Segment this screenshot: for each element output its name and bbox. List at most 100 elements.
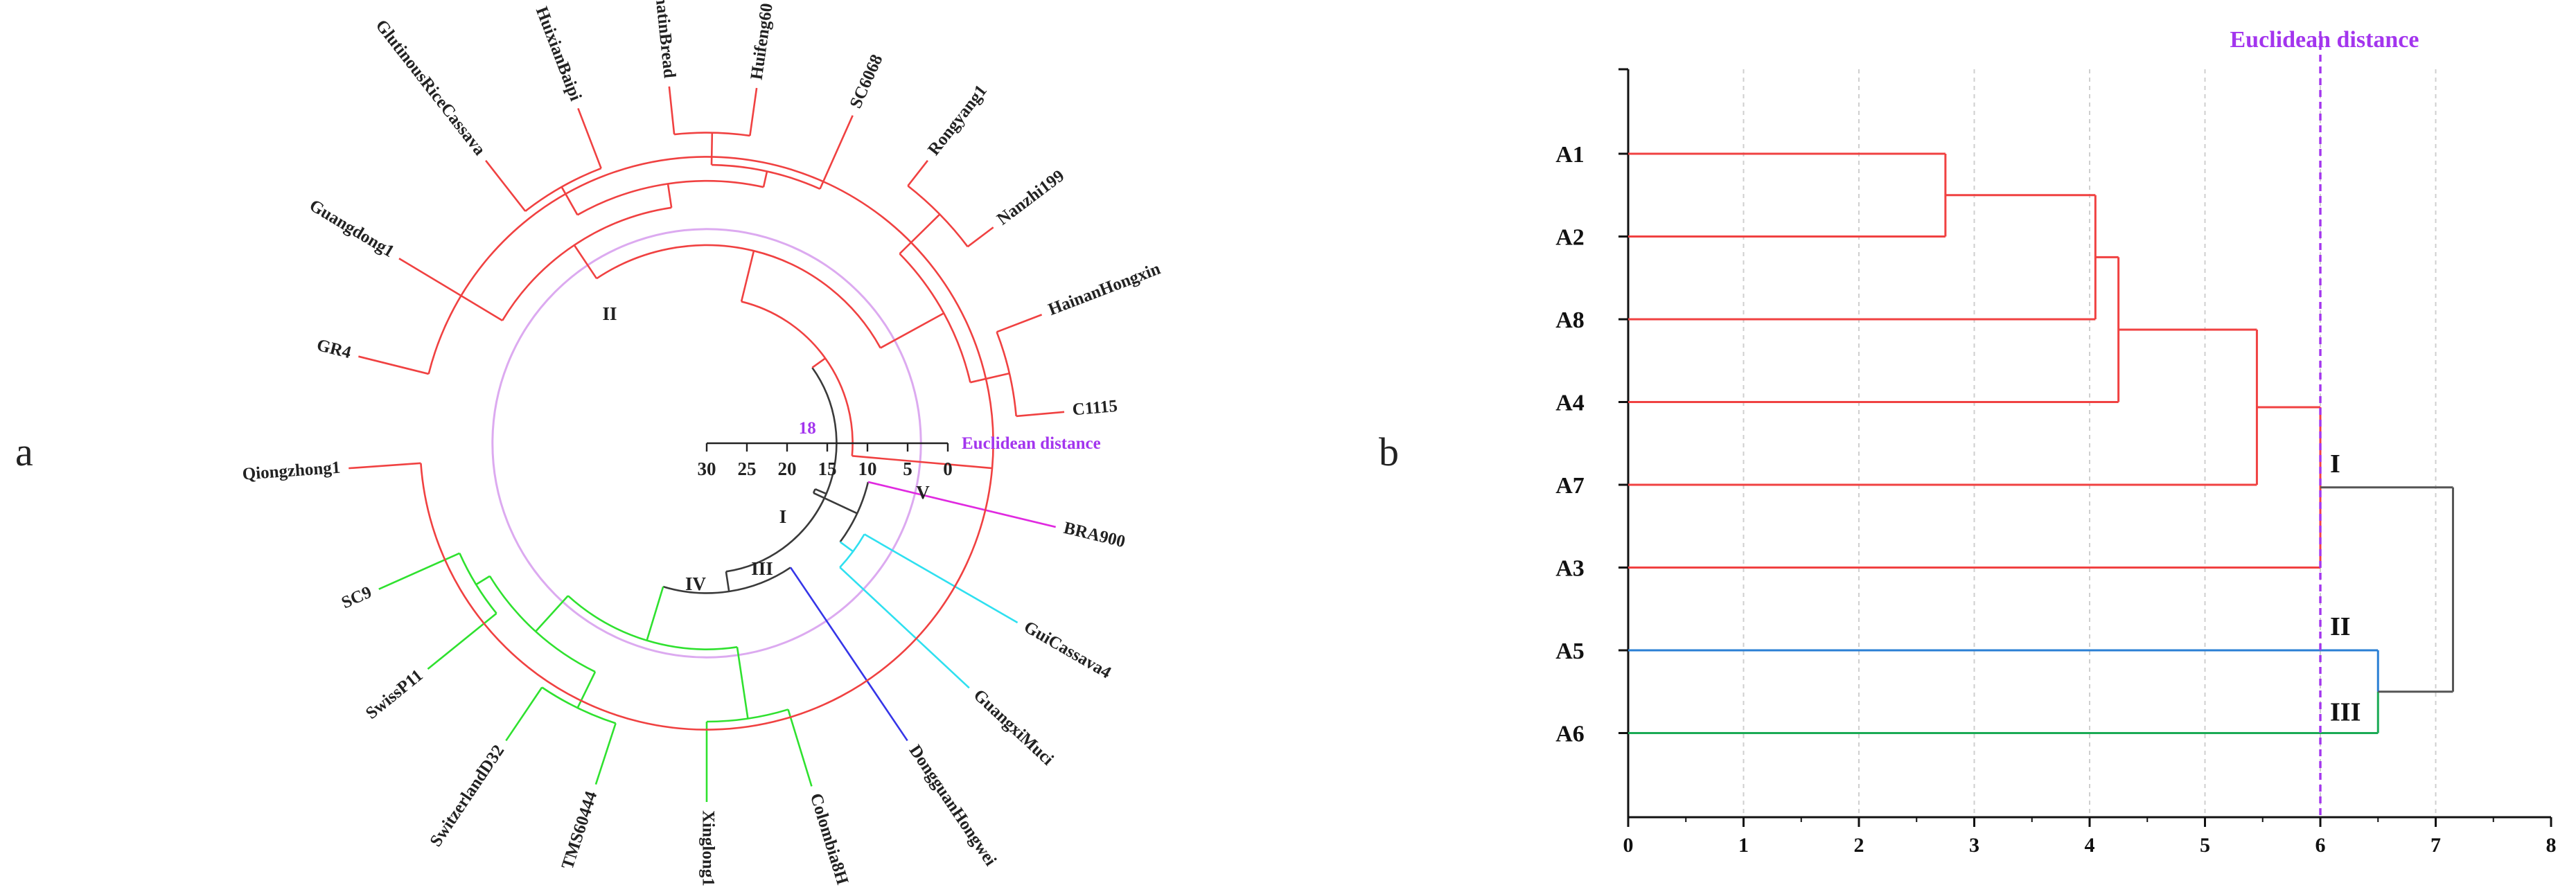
leaf-label-SwitzerlandD32: SwitzerlandD32 <box>426 742 508 850</box>
branch-node-16 <box>573 244 598 279</box>
branch-node-17 <box>667 184 673 208</box>
cluster-label-III: III <box>2330 698 2361 727</box>
x-axis-tick-label-7: 7 <box>2431 834 2441 857</box>
branch-node-12 <box>740 250 755 302</box>
leaf-label-HainanHongxin: HainanHongxin <box>1046 260 1163 319</box>
branch-arc-19 <box>711 163 821 190</box>
branch-node-6 <box>736 647 749 719</box>
leaf-label-SC9: SC9 <box>339 583 375 613</box>
leaf-label-A2: A2 <box>1555 225 1585 251</box>
branch-node-3 <box>815 488 827 495</box>
branch-SC9 <box>378 552 460 590</box>
branch-GlutinousRiceCassava <box>485 160 527 212</box>
clade-label-I: I <box>779 506 787 527</box>
branch-node-9 <box>475 575 491 586</box>
distance-axis-tick-label-15: 15 <box>818 458 837 479</box>
branch-C1115 <box>1016 411 1065 418</box>
distance-axis-label: Euclidean distance <box>962 434 1101 453</box>
branch-arc-6 <box>567 595 738 650</box>
leaf-label-HuixianBaipi: HuixianBaipi <box>532 4 585 103</box>
leaf-label-SwissP11: SwissP11 <box>362 666 427 723</box>
branch-node-10 <box>811 357 826 368</box>
chart-title: Euclidean distance <box>2230 27 2419 53</box>
branch-node-11 <box>852 455 993 470</box>
x-axis-tick-label-8: 8 <box>2546 834 2557 857</box>
leaf-label-GuiCassava4: GuiCassava4 <box>1021 618 1114 683</box>
branch-arc-20 <box>673 132 750 137</box>
branch-Guangdong1 <box>398 258 503 321</box>
leaf-label-A8: A8 <box>1555 307 1585 333</box>
branch-arc-15 <box>996 331 1017 417</box>
leaf-label-A3: A3 <box>1555 556 1585 582</box>
rectangular-dendrogram: 0 1 2 3 4 5 6 7 8 A1 A2 A8 A4 A7 A3 A5 A6 Euclidean dista… <box>1555 27 2556 857</box>
branch-arc-7 <box>706 708 788 723</box>
clade-label-III: III <box>751 558 773 579</box>
leaf-label-SC6068: SC6068 <box>847 52 887 112</box>
leaf-label-A4: A4 <box>1555 391 1585 416</box>
distance-axis-tick-label-10: 10 <box>858 458 877 479</box>
branch-DongguanHongwei <box>789 567 908 742</box>
leaf-label-GuangxiMuci: GuangxiMuci <box>970 686 1057 769</box>
branch-arc-11 <box>741 301 854 456</box>
branch-Colombia8H <box>787 709 813 787</box>
branch-Huifeng60 <box>749 87 758 136</box>
branch-Qiongzhong1 <box>349 462 421 470</box>
distance-axis-tick-label-0: 0 <box>943 458 953 479</box>
leaf-label-A1: A1 <box>1555 142 1585 168</box>
cluster-label-I: I <box>2330 449 2340 479</box>
leaf-label-A5: A5 <box>1555 639 1585 664</box>
branch-node-18 <box>762 171 768 188</box>
leaf-label-Nanzhi199: Nanzhi199 <box>994 166 1068 229</box>
branch-arc-4 <box>725 367 838 573</box>
leaf-label-A7: A7 <box>1555 473 1585 499</box>
leaf-label-C1115: C1115 <box>1072 397 1118 420</box>
leaf-label-GR4: GR4 <box>315 336 353 362</box>
branch-GR4 <box>358 355 430 375</box>
branch-arc-8 <box>488 576 596 673</box>
branch-GuiCassava4 <box>863 533 1018 624</box>
branch-Nanzhi199 <box>967 226 994 248</box>
distance-axis-tick-label-5: 5 <box>903 458 912 479</box>
x-axis-tick-label-5: 5 <box>2200 834 2210 857</box>
branch-arc-10 <box>459 553 497 614</box>
panel-label-a: a <box>15 429 33 474</box>
branch-ShatinBread <box>668 86 676 135</box>
branch-node-4 <box>725 571 730 592</box>
branch-arc-21 <box>524 167 602 212</box>
branch-arc-14 <box>899 253 971 383</box>
x-axis-tick-label-2: 2 <box>1854 834 1864 857</box>
branch-arc-1 <box>812 488 816 494</box>
branch-SC6068 <box>819 115 854 190</box>
branch-arc-12 <box>420 156 994 731</box>
leaf-label-Rongyang1: Rongyang1 <box>924 82 991 159</box>
leaf-label-TMS60444: TMS60444 <box>558 789 601 872</box>
branch-arc-5 <box>662 567 791 594</box>
branch-arc-9 <box>541 686 617 724</box>
branch-HuixianBaipi <box>577 107 602 169</box>
clade-label-II: II <box>602 303 617 324</box>
x-axis-tick-label-1: 1 <box>1738 834 1749 857</box>
branch-GuangxiMuci <box>839 567 970 689</box>
branch-arc-16 <box>907 185 969 247</box>
leaf-label-BRA900: BRA900 <box>1062 519 1127 551</box>
branch-SwissP11 <box>427 612 497 670</box>
panel-label-b: b <box>1379 429 1399 474</box>
branch-node-13 <box>880 312 944 349</box>
leaf-label-Qiongzhong1: Qiongzhong1 <box>242 458 341 484</box>
x-axis-tick-label-6: 6 <box>2315 834 2326 857</box>
distance-axis-tick-label-25: 25 <box>738 458 757 479</box>
branch-arc-3 <box>839 533 865 569</box>
leaf-label-Colombia8H: Colombia8H <box>806 791 852 887</box>
circular-dendrogram: BRA900 C1115 HainanHongxin Nanzhi199Rongyan… <box>242 0 1163 887</box>
clade-label-IV: IV <box>685 573 707 594</box>
leaf-label-Guangdong1: Guangdong1 <box>306 196 398 261</box>
x-axis-tick-label-4: 4 <box>2085 834 2095 857</box>
branch-node-20 <box>561 186 579 215</box>
branch-arc-17 <box>502 206 672 321</box>
leaf-label-DongguanHongwei: DongguanHongwei <box>906 742 1000 869</box>
leaf-label-A6: A6 <box>1555 722 1585 747</box>
branch-node-7 <box>535 595 569 632</box>
leaf-label-ShatinBread: ShatinBread <box>651 0 679 79</box>
x-axis-tick-label-0: 0 <box>1623 834 1634 857</box>
